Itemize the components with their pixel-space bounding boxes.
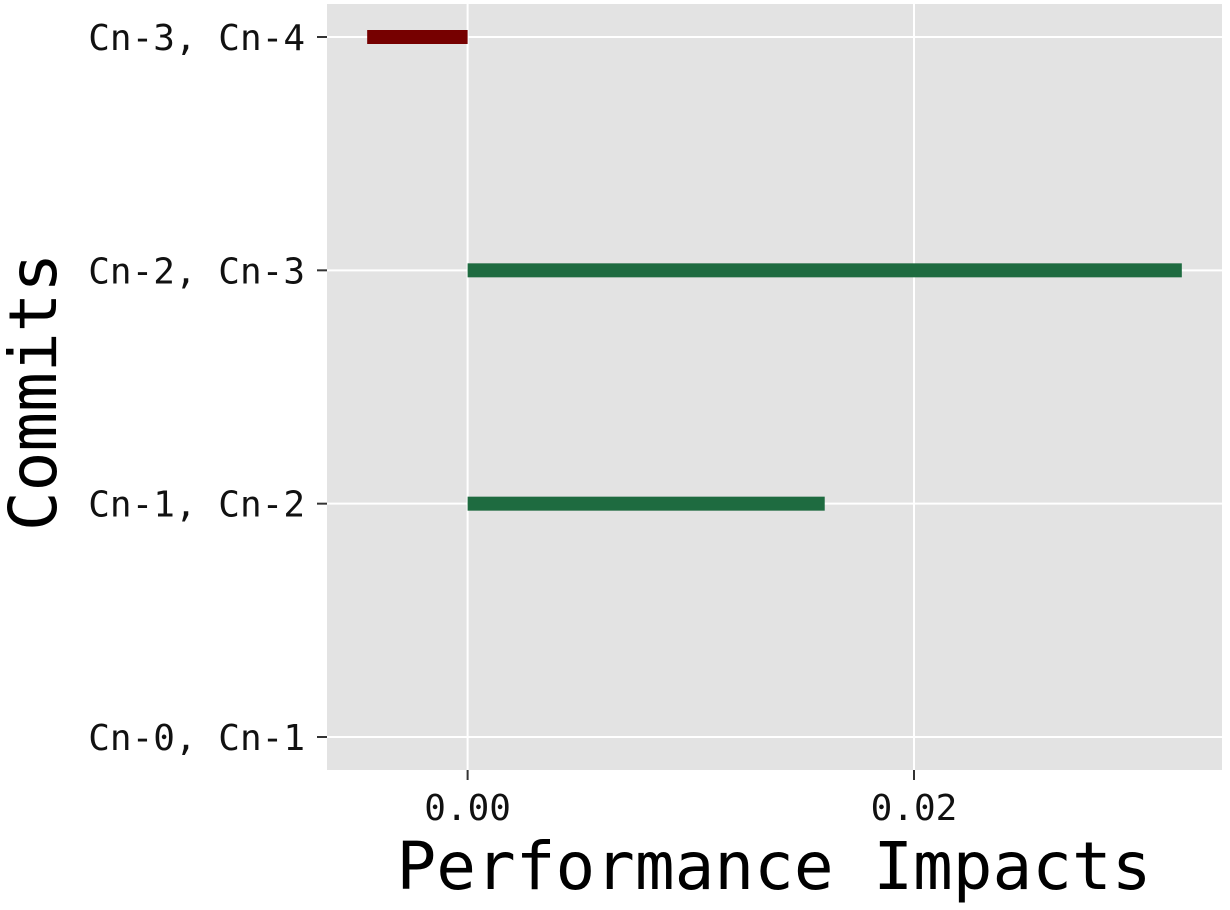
plot-panel — [327, 4, 1222, 770]
axes: Cn-0, Cn-1 Cn-1, Cn-2 Cn-2, Cn-3 Cn-3, Cn-4… — [88, 18, 957, 829]
y-tick-label: Cn-0, Cn-1 — [88, 718, 305, 759]
x-tick-label: 0.00 — [424, 788, 511, 829]
bar — [367, 30, 468, 44]
x-tick-label: 0.02 — [871, 788, 958, 829]
x-axis-title: Performance Impacts — [397, 828, 1152, 905]
y-tick-label: Cn-2, Cn-3 — [88, 251, 305, 292]
y-tick-label: Cn-3, Cn-4 — [88, 18, 305, 59]
y-axis-title: Commits — [0, 253, 72, 531]
bar — [467, 496, 825, 511]
bars — [367, 30, 1182, 511]
y-tick-label: Cn-1, Cn-2 — [88, 485, 305, 526]
bar — [467, 263, 1182, 278]
